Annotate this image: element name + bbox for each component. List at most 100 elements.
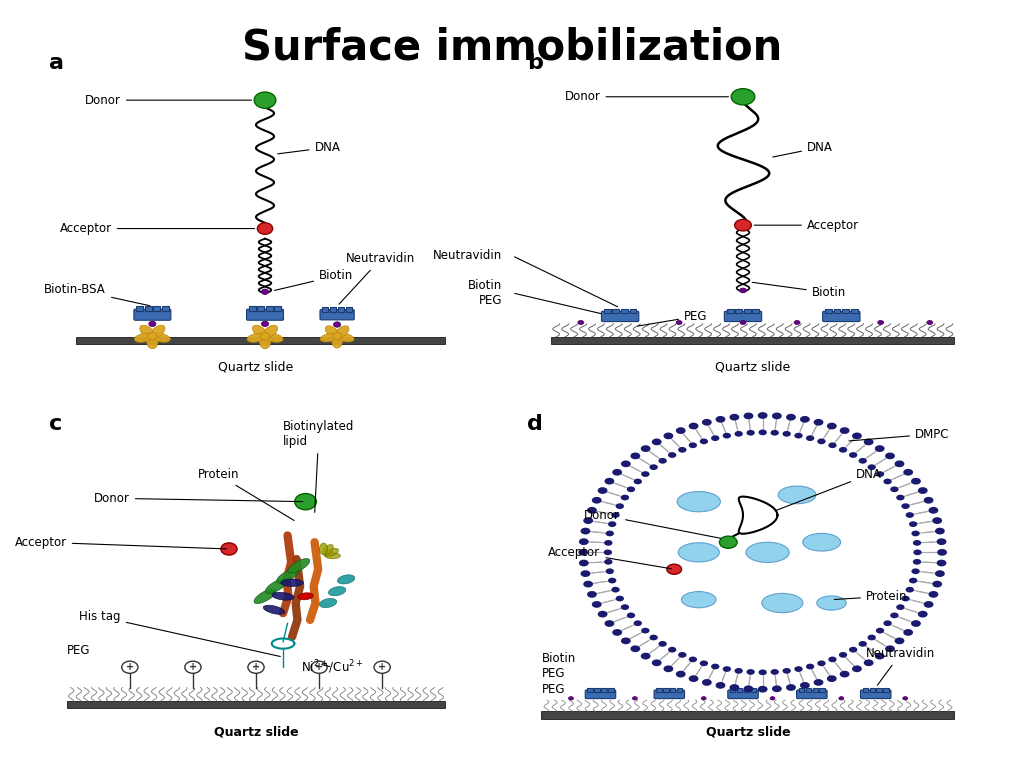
Text: Acceptor: Acceptor <box>548 546 672 569</box>
Bar <box>594 688 600 692</box>
Ellipse shape <box>778 486 816 504</box>
Circle shape <box>912 540 922 546</box>
Circle shape <box>852 432 862 439</box>
Circle shape <box>874 445 885 452</box>
Circle shape <box>676 427 686 434</box>
Text: PEG: PEG <box>638 310 708 326</box>
Bar <box>825 309 831 313</box>
Circle shape <box>581 570 591 577</box>
Circle shape <box>716 682 725 689</box>
Circle shape <box>621 461 631 467</box>
Circle shape <box>839 652 847 657</box>
Circle shape <box>935 528 945 535</box>
Circle shape <box>746 669 755 675</box>
Circle shape <box>723 433 731 439</box>
Circle shape <box>849 452 857 458</box>
Text: a: a <box>49 53 63 73</box>
Circle shape <box>929 507 938 514</box>
Circle shape <box>743 412 754 419</box>
Text: +: + <box>315 662 324 672</box>
Circle shape <box>800 682 810 689</box>
Circle shape <box>579 560 589 566</box>
Text: Acceptor: Acceptor <box>754 219 859 232</box>
Circle shape <box>374 661 390 674</box>
Ellipse shape <box>319 543 328 554</box>
Circle shape <box>615 596 624 601</box>
Circle shape <box>621 495 629 501</box>
Bar <box>257 306 264 311</box>
Circle shape <box>806 664 814 670</box>
Text: Biotin-BSA: Biotin-BSA <box>44 283 150 306</box>
Ellipse shape <box>325 548 339 556</box>
Circle shape <box>605 568 614 574</box>
Circle shape <box>676 670 686 677</box>
Circle shape <box>912 559 922 564</box>
Circle shape <box>826 422 837 429</box>
Circle shape <box>716 416 725 422</box>
Circle shape <box>649 634 657 641</box>
Ellipse shape <box>762 594 803 613</box>
Circle shape <box>739 288 746 293</box>
Ellipse shape <box>817 596 846 610</box>
Ellipse shape <box>134 333 153 343</box>
Circle shape <box>634 478 642 485</box>
Circle shape <box>641 445 650 452</box>
Bar <box>743 309 751 313</box>
Bar <box>819 688 825 692</box>
Bar <box>162 306 169 311</box>
Circle shape <box>729 684 739 691</box>
Circle shape <box>592 601 602 607</box>
Bar <box>338 307 344 312</box>
Circle shape <box>858 641 867 647</box>
Circle shape <box>772 412 781 419</box>
Text: Neutravidin: Neutravidin <box>339 253 416 304</box>
Circle shape <box>918 487 928 494</box>
Circle shape <box>658 458 667 464</box>
Text: Quartz slide: Quartz slide <box>214 725 298 738</box>
Circle shape <box>257 223 272 234</box>
Circle shape <box>611 587 620 593</box>
Circle shape <box>903 469 913 475</box>
Circle shape <box>759 670 767 675</box>
Circle shape <box>581 528 591 535</box>
Ellipse shape <box>259 335 270 349</box>
Bar <box>851 309 858 313</box>
Circle shape <box>876 627 884 634</box>
FancyBboxPatch shape <box>860 690 891 699</box>
Circle shape <box>689 675 698 682</box>
Circle shape <box>627 486 635 492</box>
Text: c: c <box>49 414 62 434</box>
Circle shape <box>884 621 892 626</box>
Bar <box>884 688 889 692</box>
Circle shape <box>621 637 631 644</box>
Circle shape <box>746 430 755 435</box>
Bar <box>551 336 954 344</box>
Circle shape <box>758 412 768 419</box>
Text: DNA: DNA <box>773 141 833 157</box>
Circle shape <box>731 88 755 105</box>
FancyBboxPatch shape <box>601 311 639 322</box>
Bar <box>670 688 676 692</box>
Circle shape <box>909 521 918 527</box>
FancyBboxPatch shape <box>586 690 615 699</box>
Circle shape <box>786 684 796 691</box>
Bar <box>730 688 735 692</box>
Circle shape <box>858 458 867 464</box>
Ellipse shape <box>298 593 313 600</box>
Circle shape <box>578 320 584 325</box>
Ellipse shape <box>678 543 719 562</box>
Circle shape <box>652 439 662 445</box>
Circle shape <box>311 661 328 674</box>
Text: Protein: Protein <box>835 590 907 603</box>
Circle shape <box>333 333 342 339</box>
Circle shape <box>649 465 657 470</box>
FancyBboxPatch shape <box>728 690 758 699</box>
Circle shape <box>839 447 847 452</box>
Circle shape <box>759 429 767 435</box>
Circle shape <box>658 641 667 647</box>
Circle shape <box>678 447 686 452</box>
Circle shape <box>729 414 739 421</box>
Circle shape <box>261 289 268 294</box>
Circle shape <box>723 666 731 672</box>
Bar <box>136 306 143 311</box>
